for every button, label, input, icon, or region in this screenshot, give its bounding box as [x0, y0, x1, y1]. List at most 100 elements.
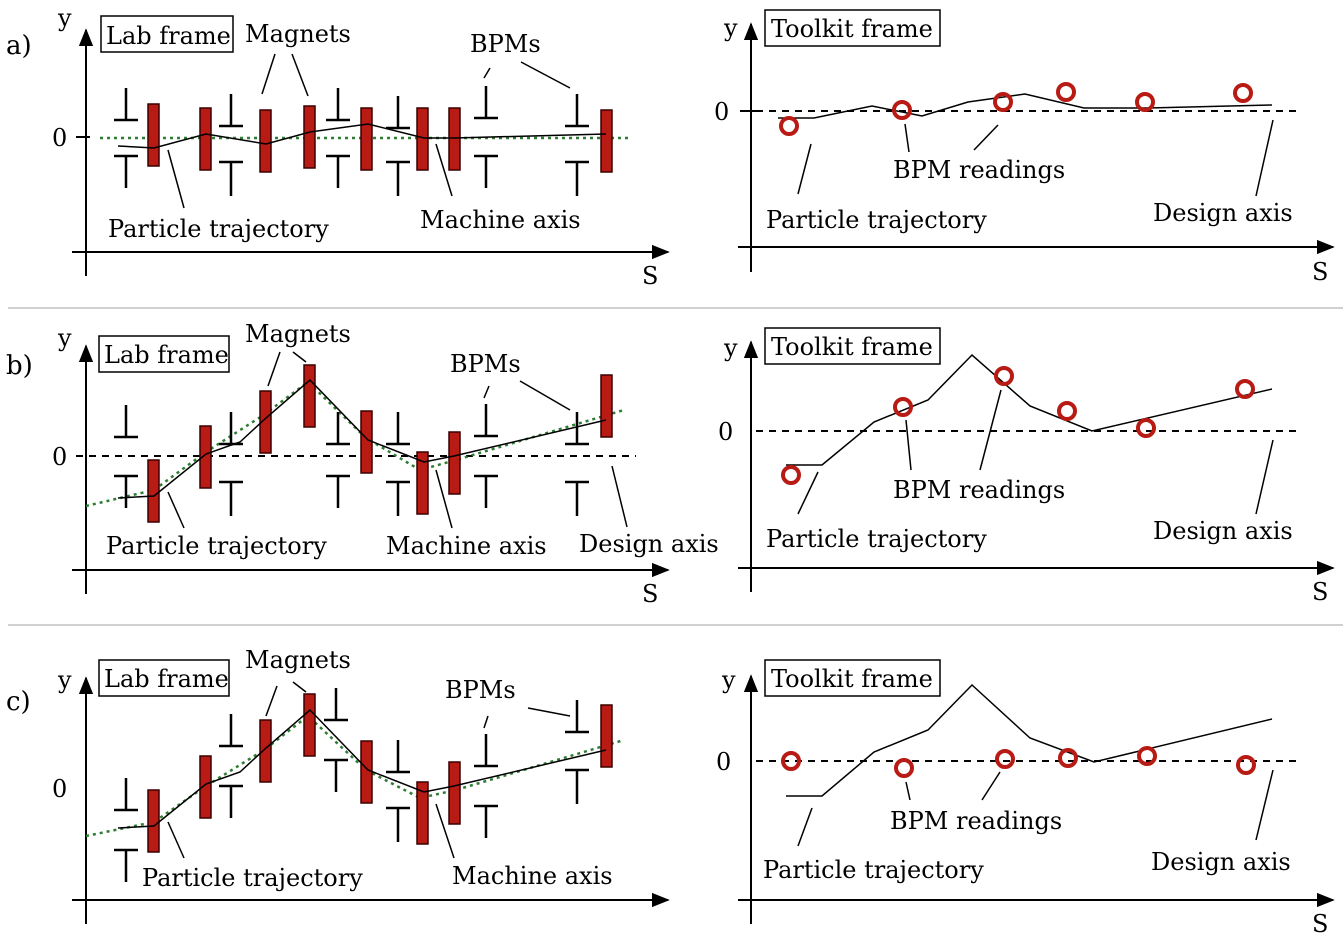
bpms-label: BPMs: [470, 30, 541, 58]
magnets-label: Magnets: [245, 320, 351, 348]
lab-frame-box: [100, 15, 234, 53]
particle-trajectory-line: [117, 378, 607, 499]
bpm-reading-marker: [1137, 746, 1157, 766]
magnet: [259, 719, 272, 783]
toolkit-frame-axes: y S 0: [714, 14, 1335, 286]
particle-trajectory-label: Particle trajectory: [763, 856, 984, 884]
magnet: [360, 107, 373, 171]
magnet: [259, 109, 272, 173]
design-axis-label: Design axis: [1153, 199, 1293, 227]
bpm-reading-marker: [893, 397, 913, 417]
bpm-readings-label: BPM readings: [893, 476, 1065, 504]
magnet: [448, 107, 461, 171]
toolkit-frame-label: Toolkit frame: [771, 15, 933, 43]
bpm-group: [114, 688, 589, 882]
lab-frame-label: Lab frame: [104, 665, 229, 693]
particle-trajectory-label: Particle trajectory: [106, 532, 327, 560]
bpm-reading-marker: [1235, 379, 1255, 399]
bpms-label: BPMs: [450, 350, 521, 378]
bpms-label: BPMs: [445, 676, 516, 704]
magnet: [360, 410, 373, 474]
y-axis-label: y: [721, 666, 736, 694]
magnet: [303, 693, 316, 757]
toolkit-frame-axes: y S 0: [718, 334, 1335, 606]
toolkit-frame-box: [764, 9, 941, 47]
lab-frame-axes: y 0: [52, 666, 670, 924]
magnet: [600, 109, 613, 173]
bpm-reading-marker: [994, 366, 1014, 386]
zero-tick: 0: [718, 418, 733, 446]
bpm-marker: [386, 96, 410, 196]
particle-trajectory-line: [778, 93, 1273, 119]
s-axis-label: S: [642, 580, 658, 608]
bpm-reading-marker: [995, 749, 1015, 769]
particle-trajectory-label: Particle trajectory: [766, 525, 987, 553]
bpm-marker: [219, 412, 243, 516]
bpm-marker: [114, 778, 138, 882]
magnet: [199, 425, 212, 489]
lab-frame-box: [98, 335, 230, 373]
magnet: [448, 431, 461, 495]
magnet: [600, 704, 613, 768]
toolkit-frame-box: [764, 659, 941, 697]
lab-frame-axes: y S 0: [52, 324, 670, 608]
design-axis-label: Design axis: [1153, 517, 1293, 545]
bpm-reading-marker: [1056, 82, 1076, 102]
magnets-label: Magnets: [245, 20, 351, 48]
bpm-reading-marker: [781, 465, 801, 485]
bpm-reading-marker: [1135, 92, 1155, 112]
magnet: [416, 451, 429, 515]
bpm-reading-marker: [1233, 83, 1253, 103]
bpm-readings: [779, 82, 1253, 136]
particle-trajectory-label: Particle trajectory: [142, 864, 363, 892]
y-axis-label: y: [723, 334, 738, 362]
design-axis-label: Design axis: [579, 530, 719, 558]
zero-tick: 0: [52, 124, 67, 152]
toolkit-frame-box: [764, 327, 941, 365]
lab-frame-label: Lab frame: [104, 341, 229, 369]
panel-letter: c): [6, 687, 31, 717]
bpm-reading-marker: [781, 751, 801, 771]
bpm-reading-marker: [892, 100, 912, 120]
magnet: [147, 103, 160, 167]
y-axis-label: y: [57, 4, 72, 32]
s-axis-label: S: [642, 262, 658, 290]
zero-tick: 0: [714, 98, 729, 126]
toolkit-frame-axes: y S 0: [716, 666, 1335, 938]
magnet: [360, 740, 373, 804]
zero-tick: 0: [52, 443, 67, 471]
bpm-marker: [114, 88, 138, 188]
magnets-label: Magnets: [245, 646, 351, 674]
bpm-marker: [474, 404, 498, 508]
bpm-readings: [781, 746, 1256, 778]
zero-tick: 0: [52, 775, 67, 803]
bpm-reading-marker: [1057, 401, 1077, 421]
particle-trajectory-label: Particle trajectory: [766, 206, 987, 234]
s-axis-label: S: [1312, 578, 1328, 606]
bpm-reading-marker: [894, 758, 914, 778]
design-axis-label: Design axis: [1151, 848, 1291, 876]
bpm-marker: [565, 700, 589, 804]
machine-axis-label: Machine axis: [386, 532, 547, 560]
bpm-marker: [324, 688, 348, 792]
magnet: [448, 761, 461, 825]
bpm-marker: [326, 88, 350, 188]
bpm-marker: [219, 714, 243, 818]
bpm-readings-label: BPM readings: [890, 807, 1062, 835]
machine-axis-line: [85, 380, 625, 508]
magnet: [147, 459, 160, 523]
magnet-group: [147, 103, 613, 173]
magnet: [199, 107, 212, 171]
y-axis-label: y: [723, 14, 738, 42]
particle-trajectory-line: [786, 353, 1273, 466]
bpm-reading-marker: [1058, 748, 1078, 768]
bpm-reading-marker: [993, 92, 1013, 112]
y-axis-label: y: [57, 324, 72, 352]
toolkit-frame-label: Toolkit frame: [771, 665, 933, 693]
magnet: [600, 374, 613, 438]
s-axis-label: S: [1312, 258, 1328, 286]
machine-axis-label: Machine axis: [452, 862, 613, 890]
bpm-marker: [219, 94, 243, 196]
lab-frame-axes: y S 0: [52, 4, 670, 290]
bpm-marker: [565, 412, 589, 516]
